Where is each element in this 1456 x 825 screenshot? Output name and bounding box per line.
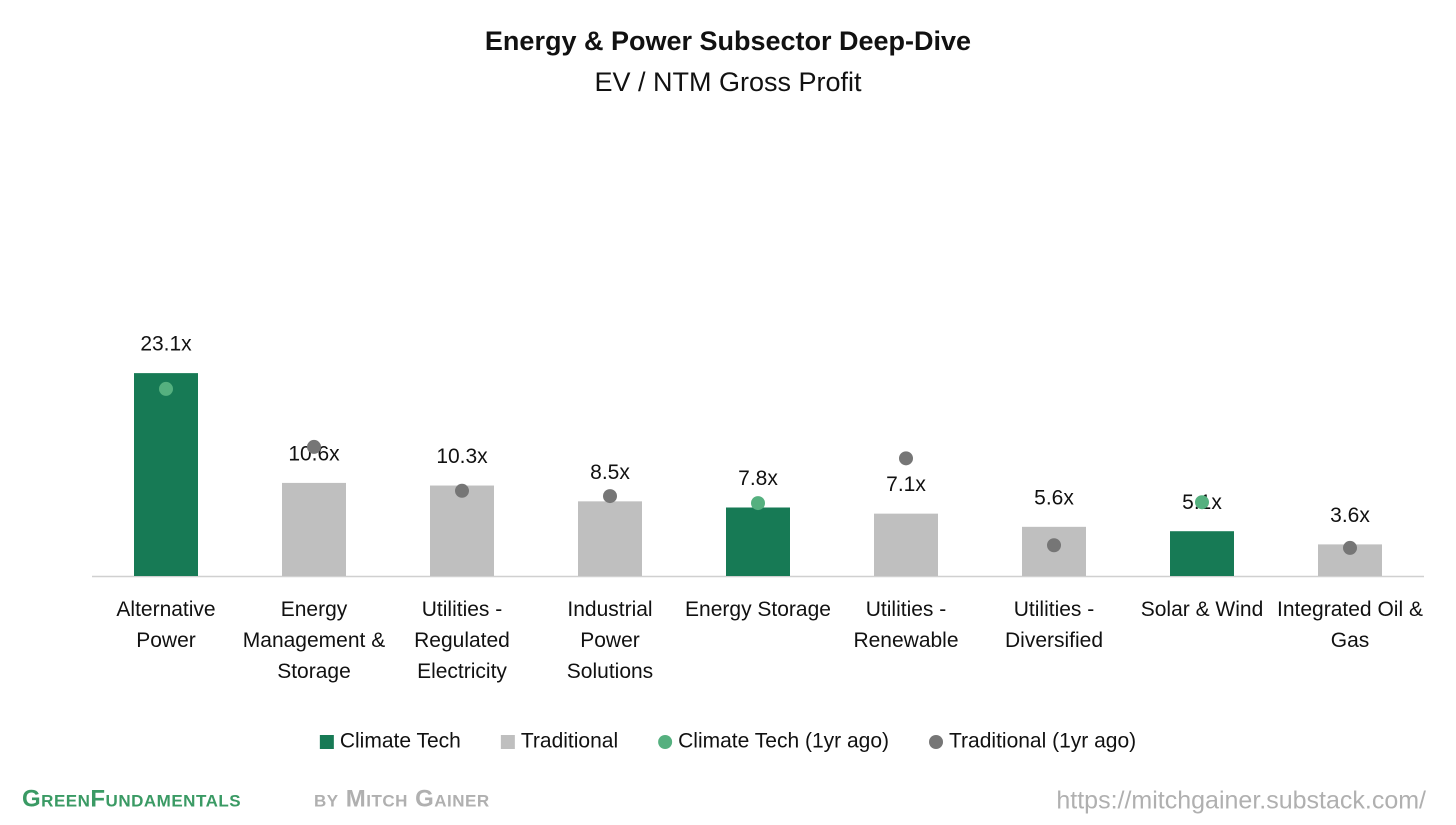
- brand: GreenFundamentals: [22, 785, 241, 812]
- x-tick-label: Integrated Oil & Gas: [1277, 598, 1423, 652]
- legend-label: Traditional: [521, 730, 618, 753]
- x-tick-label: Solar & Wind: [1140, 598, 1264, 621]
- legend-marker: [658, 735, 673, 749]
- dot: [307, 439, 321, 454]
- chart-title: Energy & Power Subsector Deep-Dive: [485, 26, 971, 56]
- value-label: 8.5x: [590, 461, 630, 484]
- bar: [874, 513, 938, 576]
- chart-subtitle: EV / NTM Gross Profit: [594, 67, 862, 97]
- value-label: 7.1x: [886, 473, 926, 496]
- legend-marker: [929, 735, 944, 749]
- value-label: 3.6x: [1330, 504, 1370, 527]
- byline: by Mitch Gainer: [314, 785, 490, 812]
- bar: [134, 373, 198, 576]
- x-tick-label: Energy Storage: [685, 598, 831, 621]
- legend-label: Climate Tech (1yr ago): [678, 730, 889, 753]
- dot: [1047, 538, 1061, 553]
- dot: [1343, 540, 1357, 555]
- dot: [455, 483, 469, 498]
- bar: [578, 501, 642, 576]
- x-tick-label: Alternative Power: [116, 598, 216, 652]
- value-label: 23.1x: [140, 333, 192, 356]
- bar: [726, 507, 790, 576]
- dot: [159, 381, 173, 396]
- value-label: 10.6x: [288, 442, 340, 465]
- dot: [751, 496, 765, 511]
- bar: [430, 485, 494, 576]
- bar: [1170, 531, 1234, 576]
- dot: [603, 489, 617, 504]
- url: https://mitchgainer.substack.com/: [1056, 787, 1426, 815]
- x-tick-label: Utilities - Diversified: [1004, 598, 1104, 652]
- legend-marker: [500, 735, 515, 749]
- x-tick-label: Utilities - Regulated Electricity: [414, 598, 510, 683]
- dot: [899, 451, 913, 466]
- legend-label: Climate Tech: [340, 730, 461, 753]
- dot: [1195, 495, 1209, 510]
- bar: [282, 482, 346, 576]
- legend-label: Traditional (1yr ago): [949, 730, 1136, 753]
- legend-marker: [319, 735, 334, 749]
- value-label: 10.3x: [436, 445, 488, 468]
- value-label: 7.8x: [738, 467, 778, 490]
- x-tick-label: Energy Management & Storage: [242, 598, 386, 683]
- x-tick-label: Utilities - Renewable: [853, 598, 959, 652]
- x-tick-label: Industrial Power Solutions: [566, 598, 654, 683]
- value-label: 5.6x: [1034, 486, 1074, 509]
